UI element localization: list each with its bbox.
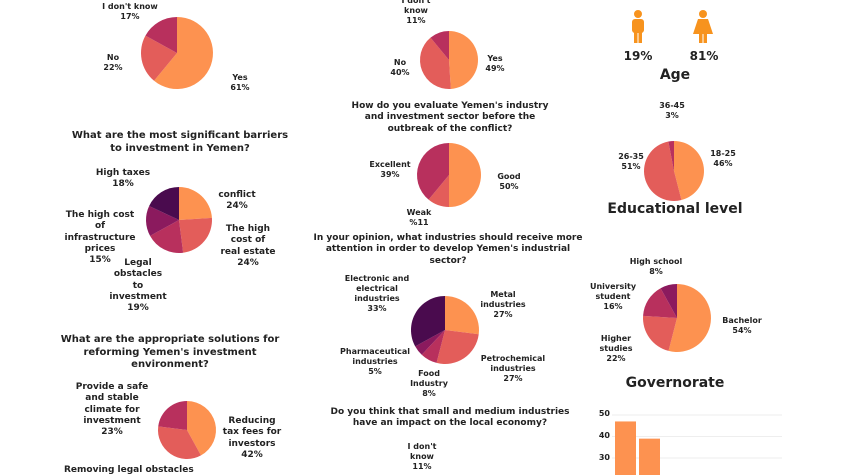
pie-slice-petrochemical-industries	[436, 330, 479, 364]
ytick-30: 30	[598, 453, 610, 462]
label-high-school: High school 8%	[629, 257, 683, 276]
label-good: Good 50%	[497, 172, 521, 191]
pie-slice-36-45	[668, 141, 674, 171]
label-infrastructure: The high cost of infrastructure prices 15…	[64, 210, 136, 265]
female-icon	[693, 10, 713, 43]
label-high-taxes: High taxes 18%	[95, 168, 151, 190]
label-dont-know: I don't know 17%	[102, 2, 158, 21]
pie-slice-excellent	[417, 143, 449, 200]
ytick-50: 50	[598, 409, 610, 418]
label-legal-obstacles: Legal obstacles to investment 19%	[109, 258, 167, 313]
label-26-35: 26-35 51%	[618, 152, 644, 171]
male-percent: 19%	[623, 49, 653, 63]
title-governorate: Governorate	[625, 375, 725, 391]
label-dont-know-3: I don't know 11%	[407, 442, 437, 471]
pie-slice-pharmaceutical-industries	[415, 330, 445, 355]
question-evaluate: How do you evaluate Yemen's industry and…	[351, 101, 549, 134]
question-sme-impact: Do you think that small and medium indus…	[330, 407, 570, 429]
pie-slice-university-student	[643, 288, 677, 318]
label-removing-legal: Removing legal obstacles	[64, 465, 194, 475]
pie-slice-electronic-and-electrical-industries	[410, 296, 445, 347]
female-percent: 81%	[689, 49, 719, 63]
pie-slice-i-don-t-know	[430, 31, 449, 60]
pie-slice-the-high-cost-of-infrastructure-prices	[145, 205, 179, 236]
pie-slice-weak	[428, 175, 449, 207]
pie-slice-yes	[449, 31, 478, 89]
pie-slice-higher-studies	[642, 315, 677, 351]
ytick-40: 40	[598, 431, 610, 440]
label-real-estate: The high cost of real estate 24%	[220, 224, 276, 268]
pie-slice-high-taxes	[149, 187, 179, 220]
label-36-45: 36-45 3%	[659, 101, 685, 120]
pie-slice-the-high-cost-of-real-estate	[179, 217, 212, 253]
label-excellent: Excellent 39%	[369, 160, 411, 179]
label-higher-studies: Higher studies 22%	[599, 334, 633, 363]
pie-slice-bachelor	[668, 284, 711, 352]
label-university: University student 16%	[589, 282, 637, 311]
label-petrochemical: Petrochemical industries 27%	[480, 354, 546, 383]
pie-slice-provide-a-safe-and-stable-climate-for-investment	[158, 401, 187, 430]
label-reducing-tax: Reducing tax fees for investors 42%	[222, 416, 282, 460]
pie-slice-i-don-t-know	[145, 17, 177, 53]
pie-slice-removing-legal-obstacles	[157, 426, 201, 459]
bar-1	[639, 438, 660, 475]
question-industries: In your opinion, what industries should …	[313, 233, 583, 266]
bar-0	[615, 421, 636, 475]
pie-slice-good	[449, 143, 481, 207]
pie-slice-26-35	[643, 141, 682, 202]
pie-slice-metal-industries	[445, 296, 479, 335]
label-food: Food Industry 8%	[410, 369, 448, 398]
pie-slice-food-industry	[421, 330, 445, 363]
label-yes: Yes 61%	[230, 73, 250, 92]
question-solutions: What are the appropriate solutions for r…	[60, 334, 280, 370]
label-no: No 22%	[103, 53, 123, 72]
label-bachelor: Bachelor 54%	[722, 316, 762, 335]
label-18-25: 18-25 46%	[710, 149, 736, 168]
pie-slice-no	[420, 37, 451, 89]
male-icon	[632, 10, 644, 43]
title-age: Age	[659, 67, 691, 83]
pie-slice-no	[141, 35, 177, 81]
label-dont-know-2: I don't know 11%	[401, 0, 431, 25]
label-yes-2: Yes 49%	[485, 54, 505, 73]
label-no-2: No 40%	[390, 58, 410, 77]
question-barriers: What are the most significant barriers t…	[71, 130, 289, 154]
label-electronic: Electronic and electrical industries 33%	[344, 274, 410, 313]
label-metal: Metal industries 27%	[480, 290, 526, 319]
pie-slice-high-school	[660, 284, 677, 318]
label-weak: Weak %11	[406, 208, 432, 227]
title-educational-level: Educational level	[607, 201, 743, 217]
pie-slice-conflict	[179, 187, 212, 220]
label-pharmaceutical: Pharmaceutical industries 5%	[340, 347, 410, 376]
pie-slice-yes	[154, 17, 213, 89]
pie-slice-reducing-tax-fees-for-investors	[187, 401, 216, 456]
pie-slice-18-25	[674, 141, 704, 201]
label-safe-climate: Provide a safe and stable climate for in…	[75, 382, 149, 437]
label-conflict: conflict 24%	[218, 190, 256, 212]
pie-slice-legal-obstacles-to-investment	[150, 220, 184, 253]
